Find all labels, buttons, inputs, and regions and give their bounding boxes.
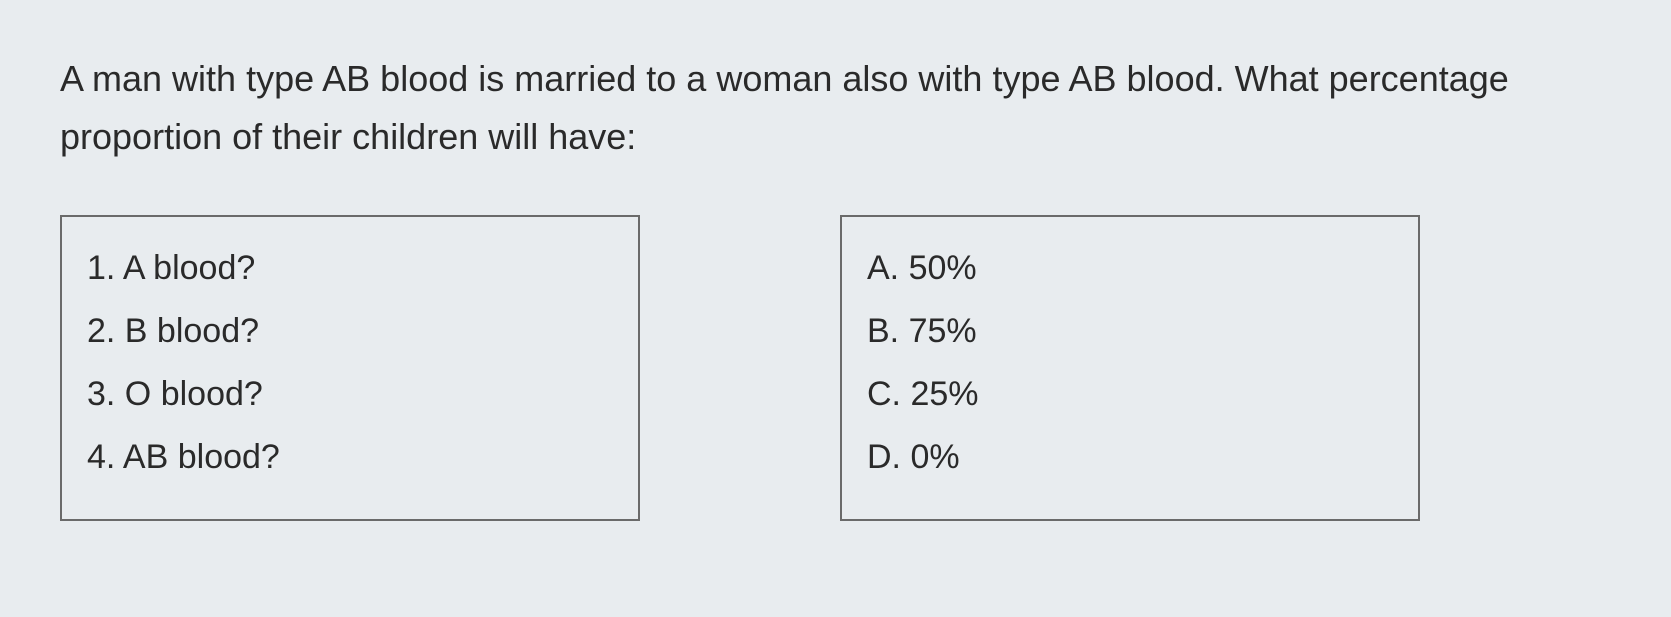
question-item-4: 4. AB blood? bbox=[87, 426, 613, 489]
boxes-container: 1. A blood? 2. B blood? 3. O blood? 4. A… bbox=[60, 215, 1611, 521]
answer-option-b: B. 75% bbox=[867, 300, 1393, 363]
question-text: A man with type AB blood is married to a… bbox=[60, 50, 1611, 165]
answers-box: A. 50% B. 75% C. 25% D. 0% bbox=[840, 215, 1420, 521]
answer-option-a: A. 50% bbox=[867, 237, 1393, 300]
question-item-2: 2. B blood? bbox=[87, 300, 613, 363]
answer-option-d: D. 0% bbox=[867, 426, 1393, 489]
question-item-1: 1. A blood? bbox=[87, 237, 613, 300]
question-item-3: 3. O blood? bbox=[87, 363, 613, 426]
questions-box: 1. A blood? 2. B blood? 3. O blood? 4. A… bbox=[60, 215, 640, 521]
answer-option-c: C. 25% bbox=[867, 363, 1393, 426]
